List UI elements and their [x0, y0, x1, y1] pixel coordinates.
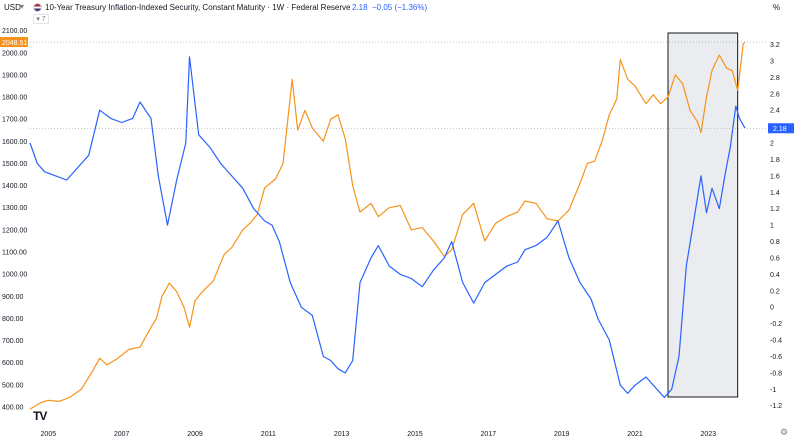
left-axis-tick: 2000.00: [2, 50, 27, 57]
left-axis-tick: 1900.00: [2, 72, 27, 79]
right-axis-tick: 1: [770, 223, 774, 230]
x-axis-tick: 2023: [701, 431, 717, 438]
indicators-toggle[interactable]: ▾ 7: [33, 14, 49, 24]
right-axis-tick: 0.8: [770, 239, 780, 246]
currency-selector[interactable]: USD: [4, 3, 21, 12]
us-flag-icon: [33, 3, 42, 12]
x-axis-tick: 2019: [554, 431, 570, 438]
left-axis-tick: 1000.00: [2, 272, 27, 279]
left-axis-tick: 1400.00: [2, 183, 27, 190]
x-axis-tick: 2005: [41, 431, 57, 438]
right-axis-tick: 3: [770, 58, 774, 65]
right-axis-tick: -0.2: [770, 321, 782, 328]
left-last-value-badge: [0, 37, 28, 48]
tradingview-logo-icon[interactable]: TV: [33, 409, 47, 423]
unit-label: %: [773, 3, 781, 12]
left-axis-tick: 1300.00: [2, 205, 27, 212]
right-axis-tick: 0.4: [770, 272, 780, 279]
left-axis-tick: 1700.00: [2, 117, 27, 124]
right-axis-tick: -0.6: [770, 354, 782, 361]
x-axis-tick: 2013: [334, 431, 350, 438]
right-axis-tick: -1: [770, 387, 776, 394]
left-axis-tick: 1100.00: [2, 249, 27, 256]
x-axis-tick: 2021: [627, 431, 643, 438]
right-axis-tick: 2.4: [770, 108, 780, 115]
gear-icon[interactable]: ⚙: [780, 427, 789, 437]
left-axis-tick: 500.00: [2, 382, 24, 389]
left-axis-tick: 1200.00: [2, 227, 27, 234]
right-axis-tick: -0.4: [770, 338, 782, 345]
x-axis-tick: 2007: [114, 431, 130, 438]
price-change: −0.05 (−1.36%): [372, 3, 428, 12]
right-axis-tick: 1.6: [770, 173, 780, 180]
x-axis-tick: 2017: [481, 431, 497, 438]
left-axis-tick: 1500.00: [2, 161, 27, 168]
chart-header: USD ▾ 10-Year Treasury Inflation-Indexed…: [0, 0, 796, 16]
x-axis-tick: 2009: [187, 431, 203, 438]
highlight-box: [667, 32, 739, 398]
left-axis-tick: 600.00: [2, 360, 24, 367]
series-line[interactable]: [29, 56, 746, 399]
right-axis-tick: 0.2: [770, 288, 780, 295]
left-axis-tick: 700.00: [2, 338, 24, 345]
right-axis-tick: 1.8: [770, 157, 780, 164]
left-axis-tick: 1600.00: [2, 139, 27, 146]
last-price: 2.18: [352, 3, 368, 12]
right-axis-tick: 0.6: [770, 255, 780, 262]
left-axis-tick: 800.00: [2, 316, 24, 323]
x-axis-tick: 2015: [407, 431, 423, 438]
right-axis-tick: 0: [770, 305, 774, 312]
x-axis-tick: 2011: [261, 431, 276, 438]
left-axis-tick: 1800.00: [2, 95, 27, 102]
right-axis-tick: 2.8: [770, 75, 780, 82]
chevron-down-icon[interactable]: ▾: [20, 2, 25, 11]
left-axis-tick: 2100.00: [2, 28, 27, 35]
symbol-title[interactable]: 10-Year Treasury Inflation-Indexed Secur…: [45, 3, 351, 12]
right-last-value-badge: [768, 123, 794, 134]
right-axis-tick: 1.2: [770, 206, 780, 213]
indicator-count: 7: [41, 16, 46, 23]
right-last-value-label: 2.18: [773, 126, 787, 133]
right-axis-tick: -1.2: [770, 403, 782, 410]
right-axis-tick: 2.6: [770, 91, 780, 98]
left-axis-tick: 400.00: [2, 404, 24, 411]
right-axis-tick: 1.4: [770, 190, 780, 197]
series-line[interactable]: [29, 41, 746, 410]
left-last-value-label: 2048.51: [2, 40, 27, 47]
right-axis-tick: 2: [770, 141, 774, 148]
right-axis-tick: -0.8: [770, 370, 782, 377]
right-axis-tick: 3.2: [770, 42, 780, 49]
left-axis-tick: 900.00: [2, 294, 24, 301]
